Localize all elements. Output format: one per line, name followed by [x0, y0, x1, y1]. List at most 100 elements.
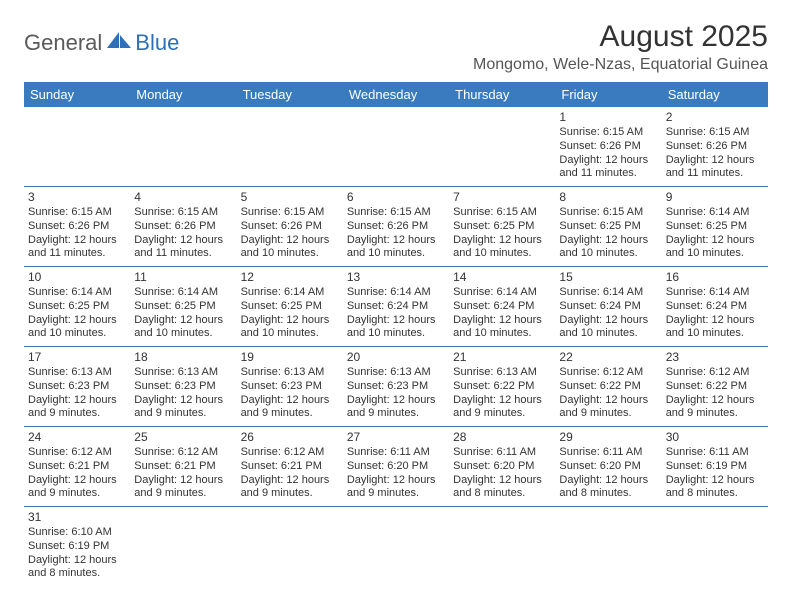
day-info-line: Sunrise: 6:12 AM — [559, 366, 657, 380]
day-info-line: Sunset: 6:20 PM — [559, 460, 657, 474]
weekday-header: Monday — [130, 82, 236, 107]
day-info-line: Daylight: 12 hours — [241, 474, 339, 488]
day-info-line: Daylight: 12 hours — [347, 234, 445, 248]
day-info-line: Sunrise: 6:13 AM — [347, 366, 445, 380]
day-info-line: Sunrise: 6:15 AM — [559, 126, 657, 140]
day-info-line: Daylight: 12 hours — [134, 394, 232, 408]
day-info-line: Sunset: 6:24 PM — [666, 300, 764, 314]
calendar-cell — [237, 507, 343, 587]
day-number: 31 — [28, 510, 126, 525]
day-info-line: and 11 minutes. — [666, 167, 764, 181]
day-info-line: Daylight: 12 hours — [347, 394, 445, 408]
day-info: Sunrise: 6:11 AMSunset: 6:20 PMDaylight:… — [453, 446, 551, 501]
day-info-line: Sunset: 6:23 PM — [28, 380, 126, 394]
day-number: 1 — [559, 110, 657, 125]
day-info-line: and 9 minutes. — [453, 407, 551, 421]
day-info-line: Sunrise: 6:15 AM — [347, 206, 445, 220]
day-info-line: and 9 minutes. — [347, 407, 445, 421]
day-info-line: and 10 minutes. — [241, 327, 339, 341]
day-number: 10 — [28, 270, 126, 285]
day-info-line: Daylight: 12 hours — [666, 154, 764, 168]
calendar-cell: 23Sunrise: 6:12 AMSunset: 6:22 PMDayligh… — [662, 347, 768, 427]
calendar-cell: 11Sunrise: 6:14 AMSunset: 6:25 PMDayligh… — [130, 267, 236, 347]
calendar-cell: 24Sunrise: 6:12 AMSunset: 6:21 PMDayligh… — [24, 427, 130, 507]
day-info-line: and 10 minutes. — [559, 247, 657, 261]
day-info: Sunrise: 6:14 AMSunset: 6:25 PMDaylight:… — [241, 286, 339, 341]
day-info-line: Sunset: 6:25 PM — [134, 300, 232, 314]
day-info-line: and 11 minutes. — [134, 247, 232, 261]
day-info-line: and 8 minutes. — [28, 567, 126, 581]
day-info-line: Sunrise: 6:11 AM — [453, 446, 551, 460]
calendar-cell: 8Sunrise: 6:15 AMSunset: 6:25 PMDaylight… — [555, 187, 661, 267]
logo-text-general: General — [24, 30, 102, 56]
day-info: Sunrise: 6:14 AMSunset: 6:24 PMDaylight:… — [453, 286, 551, 341]
day-info-line: Sunset: 6:26 PM — [241, 220, 339, 234]
day-number: 5 — [241, 190, 339, 205]
calendar-cell — [449, 507, 555, 587]
day-info-line: and 9 minutes. — [241, 407, 339, 421]
day-info-line: Sunset: 6:20 PM — [453, 460, 551, 474]
day-info: Sunrise: 6:12 AMSunset: 6:21 PMDaylight:… — [134, 446, 232, 501]
calendar-row: 3Sunrise: 6:15 AMSunset: 6:26 PMDaylight… — [24, 187, 768, 267]
weekday-header: Sunday — [24, 82, 130, 107]
day-info-line: Sunrise: 6:14 AM — [453, 286, 551, 300]
day-info-line: and 8 minutes. — [666, 487, 764, 501]
day-info-line: Sunrise: 6:15 AM — [134, 206, 232, 220]
calendar-cell: 4Sunrise: 6:15 AMSunset: 6:26 PMDaylight… — [130, 187, 236, 267]
day-info: Sunrise: 6:15 AMSunset: 6:25 PMDaylight:… — [559, 206, 657, 261]
weekday-header: Wednesday — [343, 82, 449, 107]
day-info-line: Sunset: 6:26 PM — [28, 220, 126, 234]
day-info-line: Sunrise: 6:15 AM — [28, 206, 126, 220]
calendar-row: 10Sunrise: 6:14 AMSunset: 6:25 PMDayligh… — [24, 267, 768, 347]
weekday-header: Tuesday — [237, 82, 343, 107]
calendar-cell: 6Sunrise: 6:15 AMSunset: 6:26 PMDaylight… — [343, 187, 449, 267]
calendar-cell: 5Sunrise: 6:15 AMSunset: 6:26 PMDaylight… — [237, 187, 343, 267]
day-info-line: Sunrise: 6:15 AM — [241, 206, 339, 220]
day-number: 9 — [666, 190, 764, 205]
day-info-line: Sunrise: 6:14 AM — [559, 286, 657, 300]
day-info-line: Daylight: 12 hours — [28, 474, 126, 488]
calendar-cell: 15Sunrise: 6:14 AMSunset: 6:24 PMDayligh… — [555, 267, 661, 347]
calendar-cell: 28Sunrise: 6:11 AMSunset: 6:20 PMDayligh… — [449, 427, 555, 507]
day-info-line: Daylight: 12 hours — [666, 394, 764, 408]
day-info-line: Daylight: 12 hours — [559, 474, 657, 488]
calendar-cell: 18Sunrise: 6:13 AMSunset: 6:23 PMDayligh… — [130, 347, 236, 427]
day-number: 19 — [241, 350, 339, 365]
day-info-line: Sunset: 6:23 PM — [134, 380, 232, 394]
day-info-line: Sunrise: 6:12 AM — [28, 446, 126, 460]
day-info-line: and 9 minutes. — [134, 407, 232, 421]
month-title: August 2025 — [473, 20, 768, 54]
day-number: 8 — [559, 190, 657, 205]
calendar-cell: 2Sunrise: 6:15 AMSunset: 6:26 PMDaylight… — [662, 107, 768, 187]
day-info-line: and 9 minutes. — [559, 407, 657, 421]
day-number: 28 — [453, 430, 551, 445]
day-info-line: Sunset: 6:26 PM — [559, 140, 657, 154]
day-info-line: and 9 minutes. — [28, 407, 126, 421]
day-number: 24 — [28, 430, 126, 445]
calendar-cell: 1Sunrise: 6:15 AMSunset: 6:26 PMDaylight… — [555, 107, 661, 187]
calendar-cell: 3Sunrise: 6:15 AMSunset: 6:26 PMDaylight… — [24, 187, 130, 267]
calendar-cell: 14Sunrise: 6:14 AMSunset: 6:24 PMDayligh… — [449, 267, 555, 347]
day-info-line: Sunset: 6:25 PM — [241, 300, 339, 314]
day-info-line: Sunset: 6:21 PM — [241, 460, 339, 474]
calendar-cell: 12Sunrise: 6:14 AMSunset: 6:25 PMDayligh… — [237, 267, 343, 347]
day-info-line: Daylight: 12 hours — [666, 314, 764, 328]
day-info-line: Sunset: 6:19 PM — [666, 460, 764, 474]
day-info-line: and 10 minutes. — [347, 247, 445, 261]
day-info: Sunrise: 6:10 AMSunset: 6:19 PMDaylight:… — [28, 526, 126, 581]
day-number: 2 — [666, 110, 764, 125]
calendar-cell: 22Sunrise: 6:12 AMSunset: 6:22 PMDayligh… — [555, 347, 661, 427]
calendar-cell: 9Sunrise: 6:14 AMSunset: 6:25 PMDaylight… — [662, 187, 768, 267]
day-number: 11 — [134, 270, 232, 285]
calendar-cell: 7Sunrise: 6:15 AMSunset: 6:25 PMDaylight… — [449, 187, 555, 267]
day-info-line: Sunrise: 6:15 AM — [666, 126, 764, 140]
day-info-line: Sunrise: 6:11 AM — [559, 446, 657, 460]
day-info-line: Daylight: 12 hours — [453, 314, 551, 328]
day-info: Sunrise: 6:13 AMSunset: 6:23 PMDaylight:… — [347, 366, 445, 421]
day-info: Sunrise: 6:14 AMSunset: 6:24 PMDaylight:… — [666, 286, 764, 341]
day-info: Sunrise: 6:13 AMSunset: 6:23 PMDaylight:… — [28, 366, 126, 421]
day-info-line: Daylight: 12 hours — [347, 474, 445, 488]
day-info-line: Daylight: 12 hours — [559, 394, 657, 408]
day-info-line: Sunset: 6:22 PM — [666, 380, 764, 394]
calendar-row: 1Sunrise: 6:15 AMSunset: 6:26 PMDaylight… — [24, 107, 768, 187]
